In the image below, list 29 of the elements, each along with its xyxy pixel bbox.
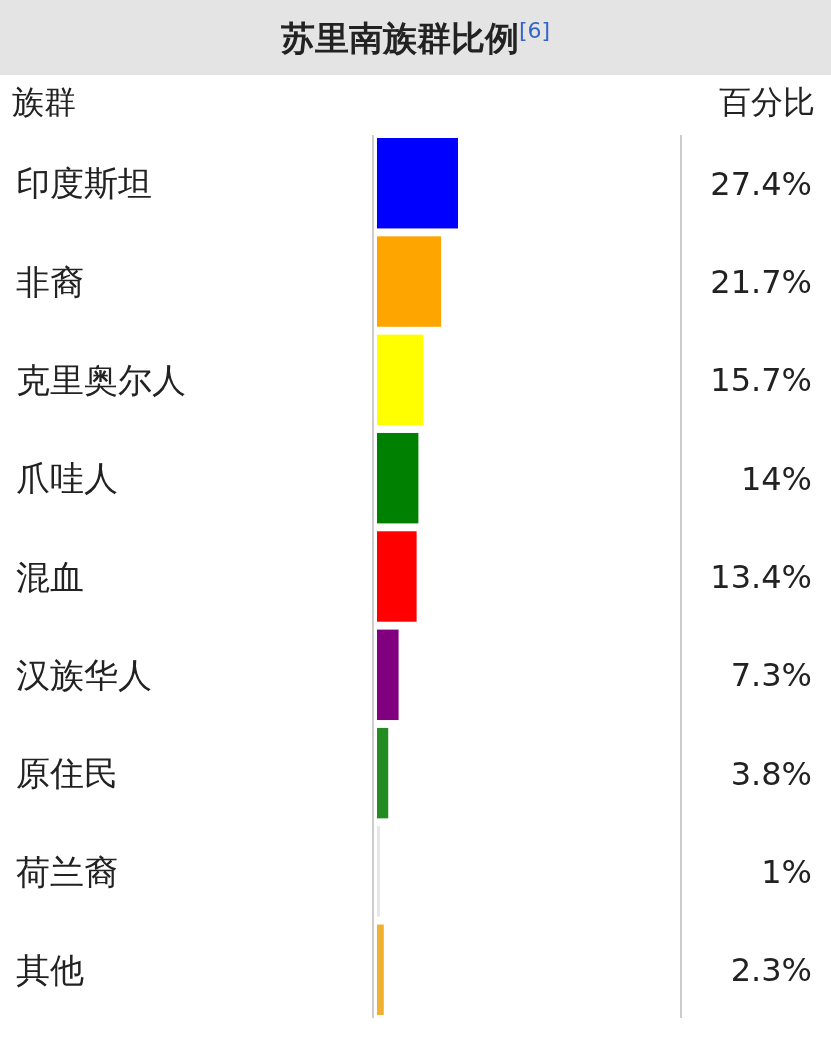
y-tick-label: 原住民 bbox=[16, 753, 118, 794]
data-label: 27.4% bbox=[710, 164, 812, 203]
data-label: 2.3% bbox=[730, 951, 812, 990]
bar bbox=[377, 334, 424, 426]
data-label: 21.7% bbox=[710, 263, 812, 302]
bar bbox=[377, 236, 442, 327]
y-tick-label: 混血 bbox=[16, 556, 84, 597]
y-tick-label: 汉族华人 bbox=[16, 655, 152, 696]
data-label: 1% bbox=[761, 852, 812, 891]
bar bbox=[377, 629, 399, 721]
bar bbox=[377, 727, 389, 819]
data-label: 3.8% bbox=[730, 754, 812, 793]
y-tick-label: 非裔 bbox=[16, 261, 84, 302]
bar bbox=[377, 138, 458, 229]
chart-title: 苏里南族群比例$^{[6]}$ bbox=[279, 17, 551, 58]
y-tick-label: 荷兰裔 bbox=[16, 851, 118, 892]
y-tick-label: 克里奥尔人 bbox=[16, 360, 186, 401]
data-label: 14% bbox=[740, 459, 812, 498]
data-label: 15.7% bbox=[710, 361, 812, 400]
y-tick-label: 其他 bbox=[16, 950, 84, 991]
text: 百分比 bbox=[719, 83, 815, 121]
text: 族群 bbox=[12, 83, 76, 121]
y-tick-label: 印度斯坦 bbox=[16, 163, 152, 204]
bar bbox=[377, 432, 419, 524]
data-label: 13.4% bbox=[710, 558, 812, 597]
bar bbox=[377, 531, 417, 622]
data-label: 7.3% bbox=[730, 656, 812, 695]
bar bbox=[377, 924, 384, 1015]
y-tick-label: 爪哇人 bbox=[16, 458, 118, 499]
